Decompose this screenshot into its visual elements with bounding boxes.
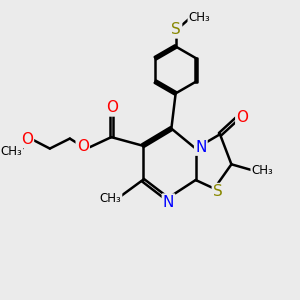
Text: O: O <box>236 110 248 124</box>
Text: CH₃: CH₃ <box>100 192 121 205</box>
Text: CH₃: CH₃ <box>188 11 210 24</box>
Text: S: S <box>171 22 181 38</box>
Text: CH₃: CH₃ <box>251 164 273 176</box>
Text: N: N <box>195 140 206 154</box>
Text: N: N <box>163 194 174 209</box>
Text: S: S <box>213 184 223 199</box>
Text: CH₃: CH₃ <box>0 145 22 158</box>
Text: O: O <box>77 139 89 154</box>
Text: O: O <box>106 100 118 116</box>
Text: O: O <box>21 132 33 147</box>
